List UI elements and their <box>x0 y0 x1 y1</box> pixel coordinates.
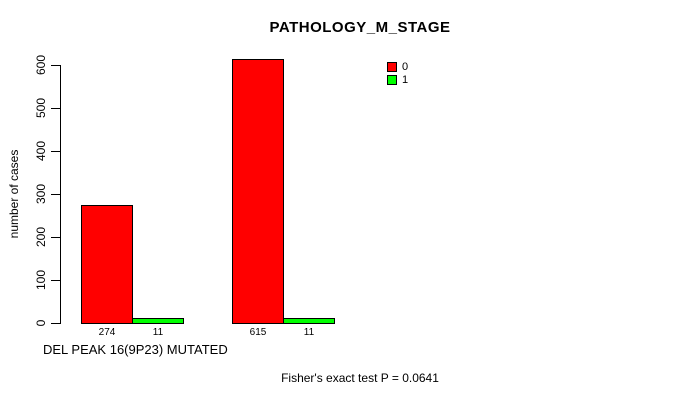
legend-label-1: 1 <box>402 74 409 86</box>
y-tick-200 <box>51 237 60 238</box>
y-tick-label-400: 400 <box>34 140 48 162</box>
y-tick-0 <box>51 323 60 324</box>
legend-swatch-red <box>387 62 397 72</box>
bar-value-label-group1-series0: 615 <box>249 327 267 338</box>
y-tick-500 <box>51 108 60 109</box>
legend: 0 1 <box>387 62 408 88</box>
y-tick-400 <box>51 151 60 152</box>
y-axis-line <box>60 65 61 324</box>
chart-title: PATHOLOGY_M_STAGE <box>269 19 451 36</box>
y-tick-label-300: 300 <box>34 183 48 205</box>
bar-group0-series0 <box>81 205 133 324</box>
legend-swatch-green <box>387 75 397 85</box>
y-axis-label: number of cases <box>7 149 21 239</box>
y-tick-label-600: 600 <box>34 54 48 76</box>
annotation-text: Fisher's exact test P = 0.0641 <box>281 371 439 385</box>
x-axis-label: DEL PEAK 16(9P23) MUTATED <box>43 342 228 357</box>
legend-label-0: 0 <box>402 61 409 73</box>
bar-value-label-group1-series1: 11 <box>303 327 315 338</box>
bar-group0-series1 <box>132 318 184 324</box>
y-tick-label-0: 0 <box>34 319 48 327</box>
y-tick-label-100: 100 <box>34 269 48 291</box>
bar-value-label-group0-series0: 274 <box>98 327 116 338</box>
bar-value-label-group0-series1: 11 <box>152 327 164 338</box>
bar-group1-series1 <box>283 318 335 324</box>
y-tick-label-500: 500 <box>34 97 48 119</box>
y-tick-600 <box>51 65 60 66</box>
y-tick-label-200: 200 <box>34 226 48 248</box>
bar-group1-series0 <box>232 59 284 324</box>
y-tick-300 <box>51 194 60 195</box>
y-tick-100 <box>51 280 60 281</box>
legend-item-0: 0 <box>387 61 409 73</box>
legend-item-1: 1 <box>387 74 409 86</box>
